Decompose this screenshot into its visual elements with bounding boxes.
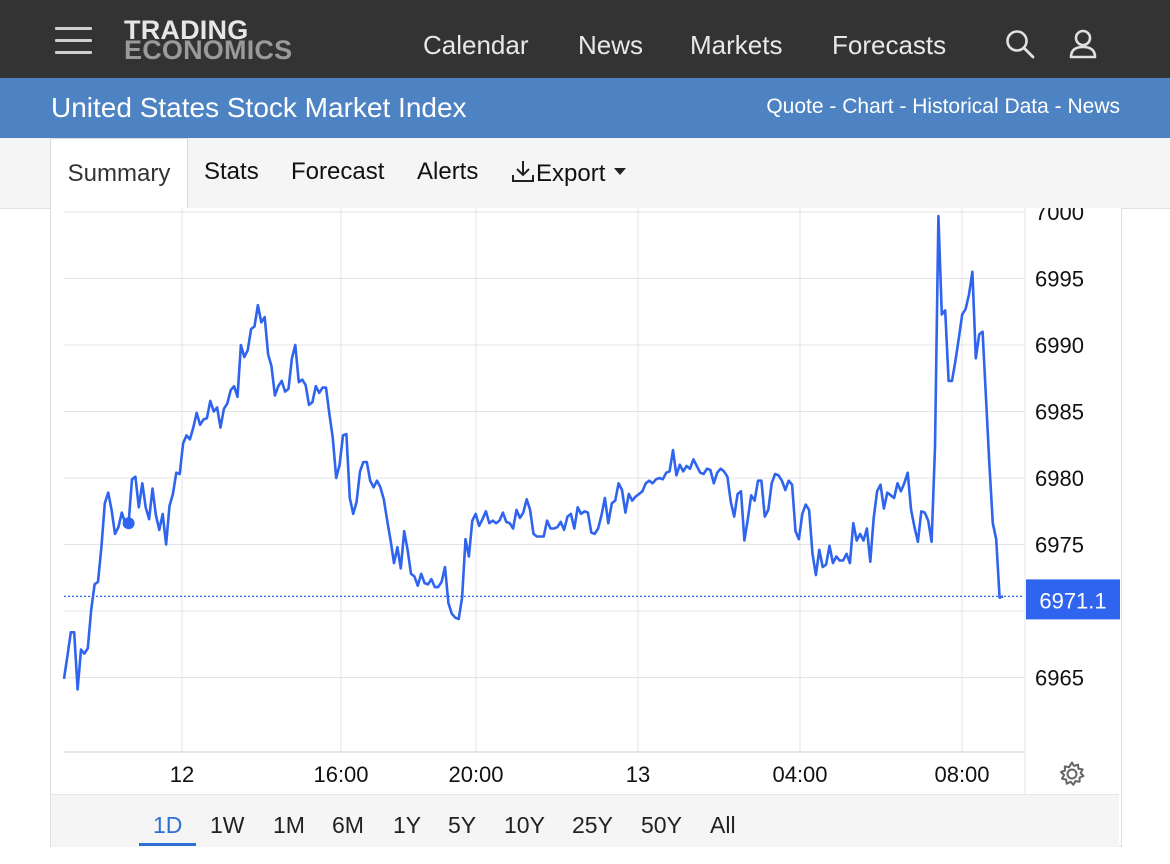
- gear-icon[interactable]: [1058, 760, 1086, 788]
- header-links: Quote - Chart - Historical Data - News: [766, 95, 1120, 119]
- y-tick-label: 6990: [1035, 333, 1084, 358]
- logo-line-2: ECONOMICS: [124, 35, 293, 65]
- page-title: United States Stock Market Index: [51, 92, 467, 123]
- range-5y[interactable]: 5Y: [448, 812, 477, 838]
- x-tick-label: 08:00: [934, 762, 989, 787]
- link-separator: -: [1048, 95, 1068, 118]
- link-separator: -: [823, 95, 843, 118]
- search-icon[interactable]: [1004, 28, 1036, 60]
- nav-link-markets[interactable]: Markets: [690, 30, 783, 60]
- x-tick-label: 12: [170, 762, 194, 787]
- range-50y[interactable]: 50Y: [641, 812, 682, 838]
- nav-link-calendar[interactable]: Calendar: [423, 30, 529, 60]
- user-icon[interactable]: [1068, 28, 1098, 60]
- trading-economics-logo[interactable]: TRADING ECONOMICS: [124, 15, 293, 65]
- range-25y[interactable]: 25Y: [572, 812, 613, 838]
- nav-link-news[interactable]: News: [578, 30, 644, 60]
- header-link-news[interactable]: News: [1067, 95, 1120, 118]
- logo-line-1: TRADING: [124, 15, 249, 45]
- tab-strip: Summary Stats Forecast Alerts Export: [0, 138, 1170, 209]
- series-marker: [122, 517, 135, 530]
- last-price-box: 6971.1: [1026, 579, 1120, 620]
- price-chart[interactable]: 6965 6975 6980 6985 6990 6995 7000 12 16:00 20:0…: [0, 0, 1170, 794]
- range-1m[interactable]: 1M: [273, 812, 305, 838]
- x-axis-labels: 12 16:00 20:00 13 04:00 08:00: [170, 762, 990, 787]
- tab-alerts[interactable]: Alerts: [417, 158, 479, 185]
- caret-down-icon: [614, 168, 627, 175]
- y-tick-label: 6985: [1035, 400, 1084, 425]
- link-separator: -: [893, 95, 913, 118]
- nav-link-forecasts[interactable]: Forecasts: [832, 30, 947, 60]
- chart-grid: [64, 208, 1026, 794]
- x-tick-label: 16:00: [313, 762, 368, 787]
- header-link-chart[interactable]: Chart: [842, 95, 894, 118]
- export-label: Export: [536, 160, 606, 187]
- range-10y[interactable]: 10Y: [504, 812, 545, 838]
- range-1d[interactable]: 1D: [153, 812, 183, 838]
- menu-icon[interactable]: [55, 27, 92, 55]
- title-bar: United States Stock Market Index Quote -…: [0, 78, 1170, 138]
- tab-stats[interactable]: Stats: [204, 158, 259, 185]
- x-tick-label: 04:00: [772, 762, 827, 787]
- range-all[interactable]: All: [710, 812, 736, 838]
- tab-forecast[interactable]: Forecast: [291, 158, 385, 185]
- header-link-quote[interactable]: Quote: [766, 95, 824, 118]
- x-tick-label: 13: [626, 762, 650, 787]
- last-price-label: 6971.1: [1039, 588, 1106, 613]
- y-tick-label: 7000: [1035, 200, 1084, 225]
- range-6m[interactable]: 6M: [332, 812, 364, 838]
- download-icon: [512, 161, 534, 182]
- series-line: [62, 214, 1004, 691]
- export-dropdown[interactable]: Export: [510, 158, 628, 188]
- y-tick-label: 6980: [1035, 466, 1084, 491]
- header-link-historical-data[interactable]: Historical Data: [912, 95, 1049, 118]
- tab-summary[interactable]: Summary: [50, 138, 188, 209]
- x-tick-label: 20:00: [448, 762, 503, 787]
- y-tick-label: 6965: [1035, 666, 1084, 691]
- range-selector: 1D 1W 1M 6M 1Y 5Y 10Y 25Y 50Y All: [51, 794, 1119, 847]
- top-navigation-bar: TRADING ECONOMICS Calendar News Markets …: [0, 0, 1170, 78]
- last-price-box-bg: [1026, 579, 1120, 620]
- range-1y[interactable]: 1Y: [393, 812, 422, 838]
- y-tick-label: 6995: [1035, 267, 1084, 292]
- y-axis-labels: 6965 6975 6980 6985 6990 6995 7000: [1035, 200, 1084, 691]
- active-range-indicator: [139, 843, 196, 846]
- range-1w[interactable]: 1W: [210, 812, 245, 838]
- y-tick-label: 6975: [1035, 533, 1084, 558]
